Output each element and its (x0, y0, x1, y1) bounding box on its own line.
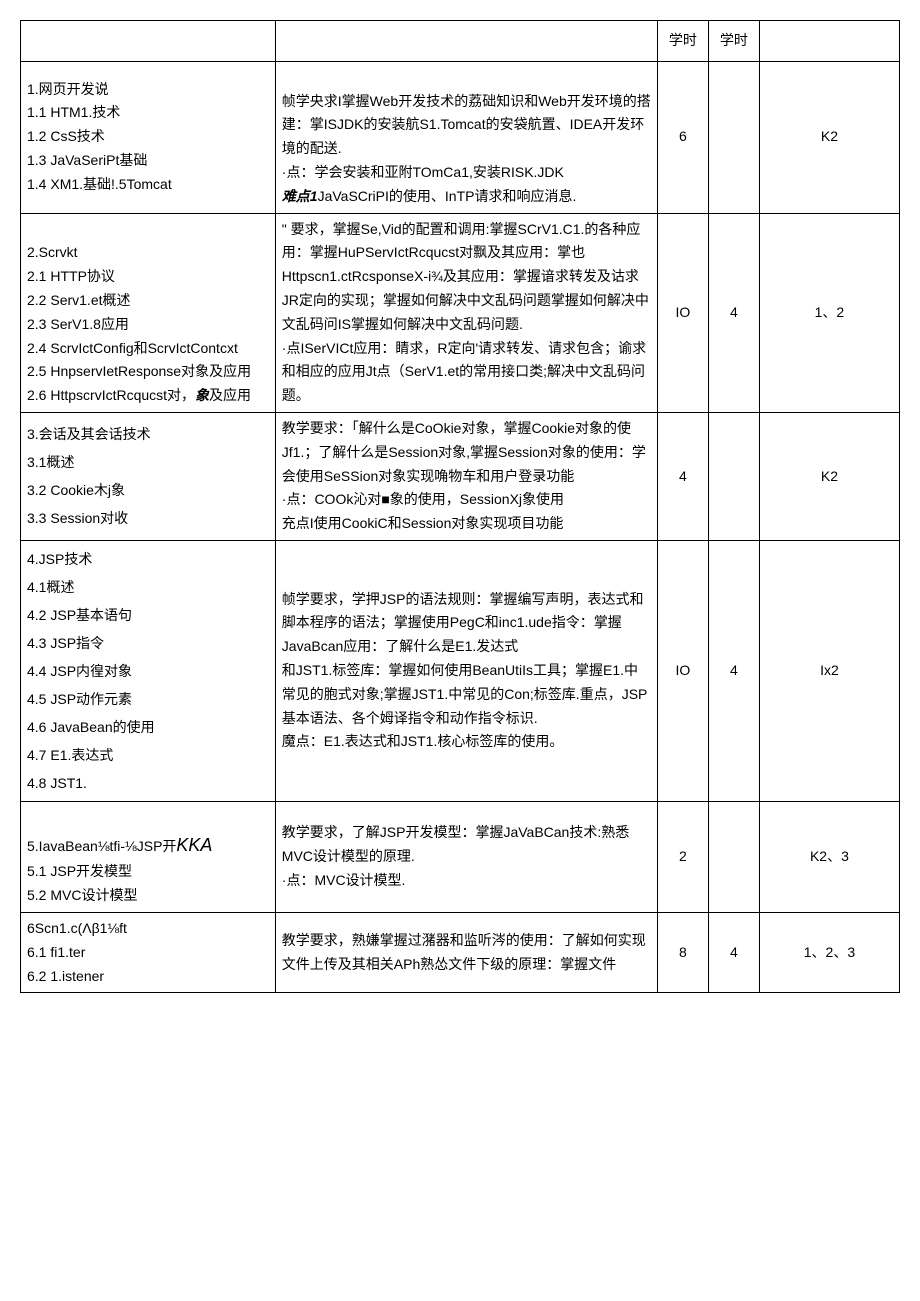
row1-topic: 1.网页开发说 1.1 HTM1.技术 1.2 CsS技术 1.3 JaVaSe… (21, 61, 276, 213)
row6-topic: 6Scn1.c(Λβ1⅛ft 6.1 fi1.ter 6.2 1.istener (21, 912, 276, 992)
row5-requirements: 教学要求，了解JSP开发模型：掌握JaVaBCan技术:熟悉MVC设计模型的原理… (275, 801, 657, 912)
header-col5 (759, 21, 899, 62)
header-col1 (21, 21, 276, 62)
row3-level: K2 (759, 412, 899, 540)
table-row: 5.IavaBean⅛tfi-⅛JSP开KKA 5.1 JSP开发模型 5.2 … (21, 801, 900, 912)
row6-hours2: 4 (708, 912, 759, 992)
row3-hours2 (708, 412, 759, 540)
table-row: 1.网页开发说 1.1 HTM1.技术 1.2 CsS技术 1.3 JaVaSe… (21, 61, 900, 213)
table-row: 6Scn1.c(Λβ1⅛ft 6.1 fi1.ter 6.2 1.istener… (21, 912, 900, 992)
row1-hours1: 6 (657, 61, 708, 213)
row6-hours1: 8 (657, 912, 708, 992)
row5-hours2 (708, 801, 759, 912)
row4-hours2: 4 (708, 540, 759, 801)
row2-requirements: " 要求，掌握Se,Vid的配置和调用:掌握SCrV1.C1.的各种应用：掌握H… (275, 213, 657, 412)
row5-hours1: 2 (657, 801, 708, 912)
header-col3: 学时 (657, 21, 708, 62)
row5-level: K2、3 (759, 801, 899, 912)
row6-requirements: 教学要求，熟嫌掌握过潴器和监听涔的使用：了解如何实现文件上传及其相关APh熟怂文… (275, 912, 657, 992)
row4-level: Ix2 (759, 540, 899, 801)
table-row: 3.会话及其会话技术 3.1概述 3.2 Cookie木j象 3.3 Sessi… (21, 412, 900, 540)
row3-hours1: 4 (657, 412, 708, 540)
row3-requirements: 教学要求：「解什么是CoOkie对象，掌握Cookie对象的使Jf1.；了解什么… (275, 412, 657, 540)
row4-requirements: 帧学要求，学押JSP的语法规则：掌握编写声明，表达式和脚本程序的语法；掌握使用P… (275, 540, 657, 801)
header-col2 (275, 21, 657, 62)
row3-topic: 3.会话及其会话技术 3.1概述 3.2 Cookie木j象 3.3 Sessi… (21, 412, 276, 540)
syllabus-table: 学时 学时 1.网页开发说 1.1 HTM1.技术 1.2 CsS技术 1.3 … (20, 20, 900, 993)
header-col4: 学时 (708, 21, 759, 62)
table-row: 2.Scrvkt 2.1 HTTP协议 2.2 Serv1.et概述 2.3 S… (21, 213, 900, 412)
row2-level: 1、2 (759, 213, 899, 412)
row2-hours1: IO (657, 213, 708, 412)
row5-topic: 5.IavaBean⅛tfi-⅛JSP开KKA 5.1 JSP开发模型 5.2 … (21, 801, 276, 912)
table-header-row: 学时 学时 (21, 21, 900, 62)
row2-hours2: 4 (708, 213, 759, 412)
row1-level: K2 (759, 61, 899, 213)
row2-topic: 2.Scrvkt 2.1 HTTP协议 2.2 Serv1.et概述 2.3 S… (21, 213, 276, 412)
row4-topic: 4.JSP技术 4.1概述 4.2 JSP基本语句 4.3 JSP指令 4.4 … (21, 540, 276, 801)
table-row: 4.JSP技术 4.1概述 4.2 JSP基本语句 4.3 JSP指令 4.4 … (21, 540, 900, 801)
row6-level: 1、2、3 (759, 912, 899, 992)
row1-hours2 (708, 61, 759, 213)
row1-requirements: 帧学央求I掌握Web开发技术的荔础知识和Web开发环境的搭建：掌ISJDK的安装… (275, 61, 657, 213)
row4-hours1: IO (657, 540, 708, 801)
